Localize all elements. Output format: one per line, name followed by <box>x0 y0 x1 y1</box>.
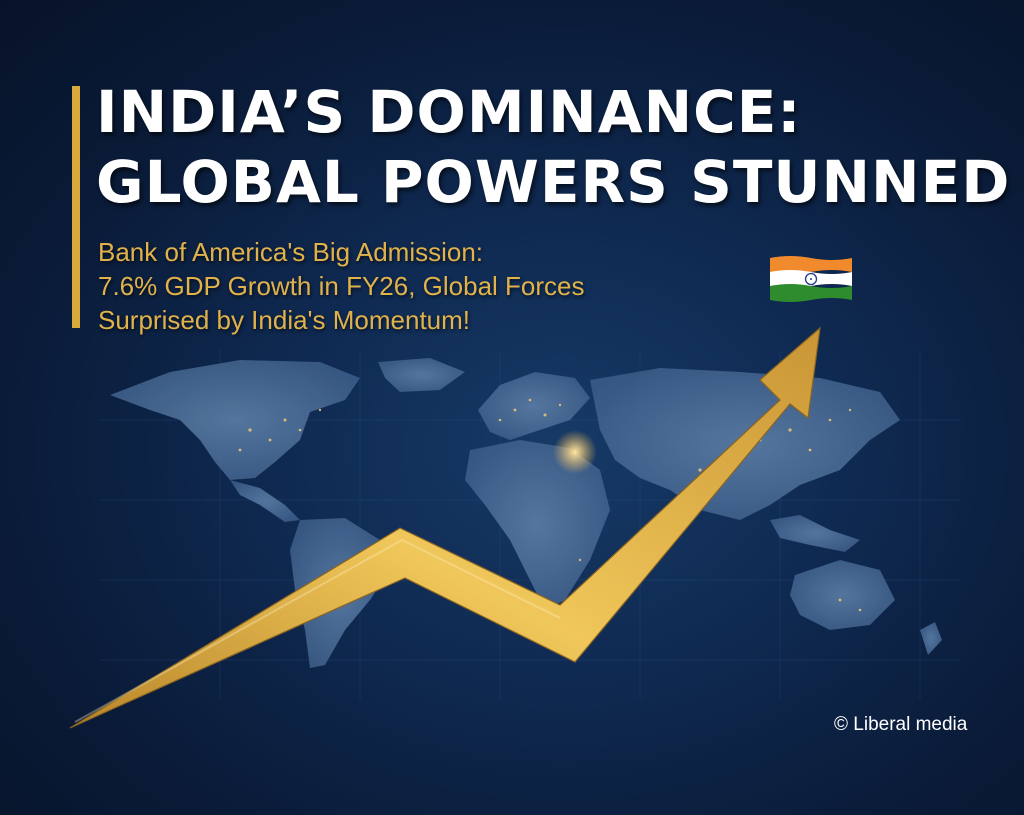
southeast-asia-islands <box>770 515 860 552</box>
subtitle-line-2: 7.6% GDP Growth in FY26, Global Forces <box>98 271 585 301</box>
africa <box>465 440 610 610</box>
india-flag-icon <box>770 256 852 302</box>
subtitle-line-3: Surprised by India's Momentum! <box>98 305 471 335</box>
copyright-watermark: © Liberal media <box>834 714 968 735</box>
growth-arrow-icon <box>69 326 821 729</box>
subtitle-line-1: Bank of America's Big Admission: <box>98 237 484 267</box>
headline-line-2: GLOBAL POWERS STUNNED <box>96 148 1011 216</box>
australia <box>790 560 895 630</box>
greenland <box>378 358 465 392</box>
new-zealand <box>920 622 942 655</box>
europe <box>478 372 590 440</box>
central-america <box>230 480 300 522</box>
headline-accent-bar <box>72 86 80 328</box>
glow-spot <box>553 430 597 474</box>
north-america <box>110 360 360 480</box>
ashoka-chakra-icon <box>804 272 818 286</box>
headline-line-1: INDIA’S DOMINANCE: <box>96 78 802 146</box>
